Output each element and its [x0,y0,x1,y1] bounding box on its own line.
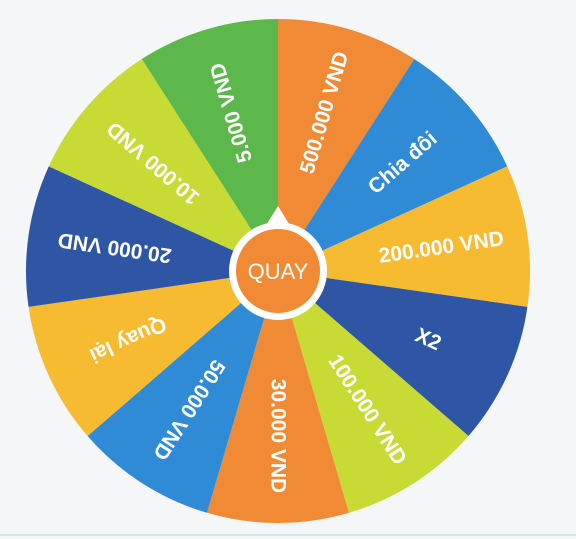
wheel-segment-label: 30.000 VND [267,379,290,493]
divider [0,534,576,536]
spin-button-label: QUAY [248,259,309,284]
